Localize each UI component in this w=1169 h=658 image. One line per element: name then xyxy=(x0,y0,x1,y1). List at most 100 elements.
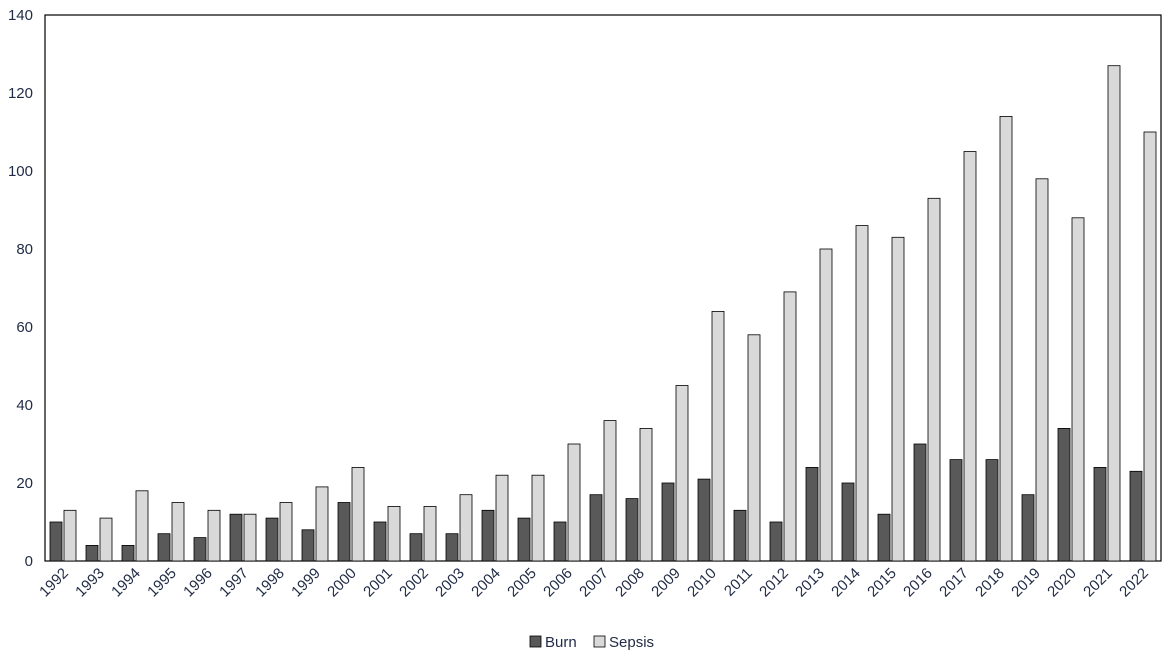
x-tick-label: 2004 xyxy=(468,565,504,601)
bar-sepsis-2002 xyxy=(423,505,437,562)
bar-burn-1997 xyxy=(229,513,243,562)
x-tick-label: 2011 xyxy=(721,565,756,600)
x-tick-label: 2005 xyxy=(504,565,540,601)
bar-burn-2006 xyxy=(553,521,567,562)
bar-burn-2016 xyxy=(913,443,927,562)
bar-sepsis-1994 xyxy=(135,490,149,562)
bar-sepsis-2020 xyxy=(1071,217,1085,562)
x-tick-label: 2018 xyxy=(972,565,1008,601)
bar-burn-1995 xyxy=(157,533,171,562)
x-tick-label: 2019 xyxy=(1008,565,1044,601)
bar-burn-1992 xyxy=(49,521,63,562)
bar-sepsis-2000 xyxy=(351,466,365,562)
bar-burn-2008 xyxy=(625,498,639,562)
legend-label-burn: Burn xyxy=(545,634,577,651)
bar-burn-2017 xyxy=(949,459,963,562)
x-tick-label: 2012 xyxy=(756,565,792,601)
bar-sepsis-2005 xyxy=(531,474,545,562)
bar-burn-2007 xyxy=(589,494,603,562)
bar-sepsis-2014 xyxy=(855,225,869,562)
bar-burn-1994 xyxy=(121,545,135,562)
bar-sepsis-1996 xyxy=(207,509,221,562)
y-tick-label: 140 xyxy=(8,7,33,24)
bar-sepsis-2013 xyxy=(819,248,833,562)
bar-burn-1993 xyxy=(85,545,99,562)
legend: Burn Sepsis xyxy=(529,634,654,651)
x-tick-label: 2020 xyxy=(1044,565,1080,601)
x-tick-label: 2015 xyxy=(864,565,900,601)
bar-sepsis-1999 xyxy=(315,486,329,562)
x-tick-label: 2013 xyxy=(792,565,828,601)
bar-sepsis-2012 xyxy=(783,291,797,562)
bar-burn-1999 xyxy=(301,529,315,562)
y-tick-label: 120 xyxy=(8,85,33,102)
bar-burn-2012 xyxy=(769,521,783,562)
y-tick-label: 20 xyxy=(16,475,33,492)
y-tick-label: 100 xyxy=(8,163,33,180)
bar-burn-2000 xyxy=(337,502,351,562)
x-tick-label: 2021 xyxy=(1080,565,1116,601)
x-tick-label: 1994 xyxy=(108,565,144,601)
bar-burn-2002 xyxy=(409,533,423,562)
bar-sepsis-2021 xyxy=(1107,65,1121,562)
bar-sepsis-2009 xyxy=(675,385,689,562)
bar-burn-2022 xyxy=(1129,470,1143,562)
x-tick-label: 2022 xyxy=(1116,565,1152,601)
bar-sepsis-2011 xyxy=(747,334,761,562)
bar-sepsis-2007 xyxy=(603,420,617,562)
x-axis-ticks: 1992 1993 1994 1995 1996 1997 1998 1999 2000 2001… xyxy=(36,565,1152,601)
legend-swatch-sepsis xyxy=(593,635,606,648)
x-tick-label: 2014 xyxy=(828,565,864,601)
bar-burn-2009 xyxy=(661,482,675,562)
bar-sepsis-2018 xyxy=(999,116,1013,562)
bar-sepsis-2017 xyxy=(963,151,977,562)
x-tick-label: 2006 xyxy=(540,565,576,601)
bar-sepsis-1998 xyxy=(279,502,293,562)
bar-burn-2021 xyxy=(1093,466,1107,562)
x-tick-label: 1997 xyxy=(216,565,252,601)
x-tick-label: 2000 xyxy=(324,565,360,601)
bar-sepsis-1993 xyxy=(99,517,113,562)
y-tick-label: 0 xyxy=(25,553,33,570)
bar-sepsis-2004 xyxy=(495,474,509,562)
bar-sepsis-2016 xyxy=(927,197,941,562)
x-tick-label: 1993 xyxy=(72,565,108,601)
x-tick-label: 1998 xyxy=(252,565,288,601)
bar-burn-2019 xyxy=(1021,494,1035,562)
x-tick-label: 1999 xyxy=(288,565,324,601)
bar-burn-2013 xyxy=(805,466,819,562)
bar-burn-2001 xyxy=(373,521,387,562)
bar-sepsis-2003 xyxy=(459,494,473,562)
y-axis-ticks: 0 20 40 60 80 100 120 140 xyxy=(8,7,33,570)
x-tick-label: 2001 xyxy=(360,565,396,601)
bar-sepsis-1992 xyxy=(63,509,77,562)
x-tick-label: 1992 xyxy=(36,565,72,601)
bar-burn-1998 xyxy=(265,517,279,562)
x-tick-label: 2016 xyxy=(900,565,936,601)
bar-sepsis-2022 xyxy=(1143,131,1157,562)
bar-sepsis-2001 xyxy=(387,505,401,562)
bar-sepsis-2008 xyxy=(639,427,653,562)
legend-swatch-burn xyxy=(529,635,542,648)
bar-burn-1996 xyxy=(193,537,207,562)
y-tick-label: 40 xyxy=(16,397,33,414)
x-tick-label: 1996 xyxy=(180,565,216,601)
bar-burn-2003 xyxy=(445,533,459,562)
y-tick-label: 80 xyxy=(16,241,33,258)
bar-sepsis-2019 xyxy=(1035,178,1049,562)
x-tick-label: 2008 xyxy=(612,565,648,601)
bar-sepsis-2006 xyxy=(567,443,581,562)
bar-burn-2010 xyxy=(697,478,711,562)
x-tick-label: 2003 xyxy=(432,565,468,601)
bar-burn-2011 xyxy=(733,509,747,562)
x-tick-label: 1995 xyxy=(144,565,180,601)
bar-sepsis-1995 xyxy=(171,502,185,562)
bar-burn-2004 xyxy=(481,509,495,562)
bar-sepsis-2015 xyxy=(891,236,905,562)
x-tick-label: 2009 xyxy=(648,565,684,601)
bars-group xyxy=(49,65,1157,562)
x-tick-label: 2017 xyxy=(936,565,972,601)
bar-sepsis-1997 xyxy=(243,513,257,562)
bar-burn-2020 xyxy=(1057,427,1071,562)
